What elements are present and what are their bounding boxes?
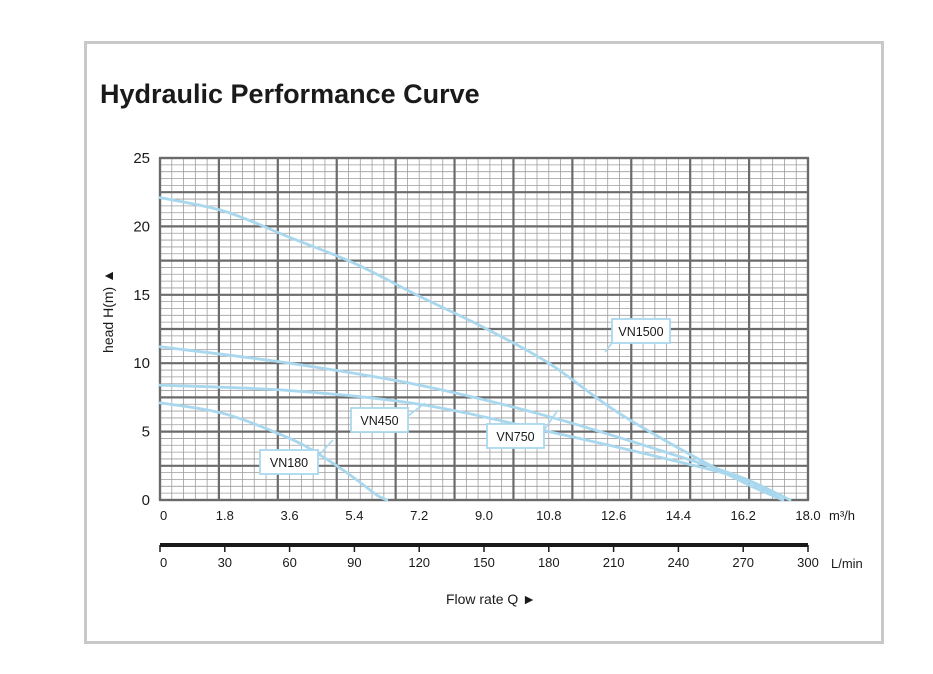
label-leader-vn450 [407,402,426,417]
x-tick-label-m3h: 9.0 [475,508,493,523]
y-axis-label: head H(m) ▲ [100,269,116,353]
x-axis-label: Flow rate Q ► [446,591,536,607]
curve-label-vn1500: VN1500 [618,325,663,339]
curve-label-vn180: VN180 [270,456,308,470]
x-tick-label-m3h: 14.4 [666,508,691,523]
chart-frame [84,41,884,644]
y-tick-label: 5 [142,424,150,441]
x-tick-label-m3h: 18.0 [795,508,820,523]
x-tick-label-lmin: 240 [668,555,690,570]
x-tick-label-m3h: 5.4 [345,508,363,523]
y-tick-label: 0 [142,492,150,509]
label-box-vn1500 [611,318,671,344]
x-unit-m3h: m³/h [829,508,855,523]
x-tick-label-lmin: 90 [347,555,361,570]
chart-curve-labels: VN1500 VN450 VN750 VN180 [259,318,671,475]
x-tick-label-lmin: 300 [797,555,819,570]
label-box-vn180 [259,449,319,475]
x-tick-label-lmin: 30 [218,555,232,570]
y-tick-label: 15 [133,287,150,304]
x-tick-label-lmin: 150 [473,555,495,570]
label-leader-vn1500 [604,342,613,353]
label-leader-vn180 [317,439,334,457]
x-tick-label-lmin: 270 [732,555,754,570]
x-tick-label-lmin: 60 [282,555,296,570]
x-tick-label-m3h: 3.6 [281,508,299,523]
x-tick-label-m3h: 10.8 [536,508,561,523]
curve-vn750 [158,345,792,502]
y-tick-label: 20 [133,218,150,235]
x-tick-label-lmin: 180 [538,555,560,570]
chart-axes: 0 5 10 15 20 25 head H(m) ▲ 0 1.8 3.6 5.4 7.2 9.0 10.… [100,150,863,607]
curve-label-vn750: VN750 [496,430,534,444]
curve-vn180 [158,401,389,502]
x-tick-label-m3h: 7.2 [410,508,428,523]
x-unit-lmin: L/min [831,556,863,571]
x-tick-label-m3h: 12.6 [601,508,626,523]
x-tick-label-lmin: 210 [603,555,625,570]
curve-label-vn450: VN450 [360,414,398,428]
x-tick-label-lmin: 120 [408,555,430,570]
plot-border [158,156,810,502]
curve-vn1500 [158,196,785,502]
label-box-vn450 [350,407,409,433]
x-tick-label-lmin: 0 [160,555,167,570]
y-tick-label: 25 [133,150,150,167]
label-leader-vn750 [543,409,559,431]
x-tick-label-m3h: 0 [160,508,167,523]
label-box-vn750 [486,423,545,449]
y-tick-label: 10 [133,355,150,372]
x-tick-label-m3h: 16.2 [731,508,756,523]
chart-title: Hydraulic Performance Curve [100,79,480,109]
x-tick-label-m3h: 1.8 [216,508,234,523]
